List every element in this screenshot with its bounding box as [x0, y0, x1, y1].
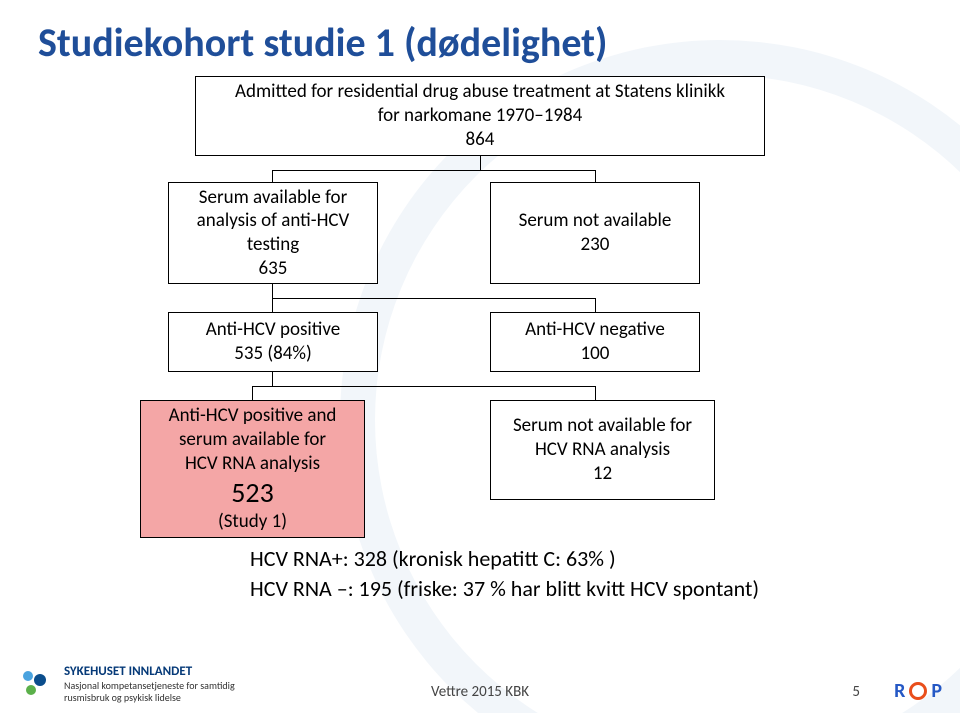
box-pos_and_serum: Anti-HCV positive andserum available for… [140, 400, 365, 538]
connector-11 [595, 386, 596, 400]
box-pos_and_serum-line: HCV RNA analysis [185, 452, 320, 476]
box-serum_not: Serum not available230 [490, 182, 700, 284]
connector-10 [252, 386, 253, 400]
box-root: Admitted for residential drug abuse trea… [195, 76, 765, 156]
box-serum_not-line: 230 [581, 233, 610, 257]
connector-3 [595, 170, 596, 182]
box-pos_and_serum-line: Anti-HCV positive and [169, 404, 337, 428]
rop-p: P [931, 679, 942, 703]
box-serum_not_rna-line: HCV RNA analysis [535, 438, 670, 462]
box-serum_avail-line: 635 [259, 257, 288, 281]
box-serum_not_rna: Serum not available forHCV RNA analysis1… [490, 400, 715, 500]
box-serum_avail-line: analysis of anti-HCV [197, 209, 350, 233]
connector-4 [272, 284, 273, 298]
box-root-line: for narkomane 1970–1984 [378, 104, 583, 128]
box-root-line: Admitted for residential drug abuse trea… [235, 80, 725, 104]
box-serum_not_rna-line: Serum not available for [513, 414, 692, 438]
rop-o-icon [909, 682, 927, 700]
box-neg: Anti-HCV negative100 [490, 312, 700, 372]
box-neg-line: Anti-HCV negative [525, 318, 665, 342]
box-pos_and_serum-line: (Study 1) [218, 510, 287, 534]
result-line-2: HCV RNA –: 195 (friske: 37 % har blitt k… [250, 575, 759, 602]
box-root-line: 864 [466, 128, 495, 152]
box-pos_and_serum-line: serum available for [179, 428, 326, 452]
connector-5 [272, 298, 596, 299]
box-pos-line: 535 (84%) [234, 342, 312, 366]
page-number: 5 [852, 683, 860, 701]
box-pos_and_serum-line: 523 [231, 475, 274, 510]
connector-9 [252, 386, 596, 387]
box-pos: Anti-HCV positive535 (84%) [168, 312, 378, 372]
rop-r: R [894, 679, 905, 703]
result-line-1: HCV RNA+: 328 (kronisk hepatitt C: 63% ) [250, 545, 616, 572]
connector-8 [272, 372, 273, 386]
connector-2 [272, 170, 273, 182]
connector-0 [480, 156, 481, 170]
box-serum_avail-line: Serum available for [199, 186, 347, 210]
box-neg-line: 100 [581, 342, 610, 366]
org-title: SYKEHUSET INNLANDET [64, 665, 235, 680]
connector-6 [272, 298, 273, 312]
rop-logo: R P [894, 679, 942, 703]
box-pos-line: Anti-HCV positive [206, 318, 340, 342]
box-serum_not-line: Serum not available [519, 209, 672, 233]
box-serum_avail-line: testing [247, 233, 299, 257]
connector-1 [272, 170, 596, 171]
box-serum_not_rna-line: 12 [593, 462, 612, 486]
footer-center: Vettre 2015 KBK [0, 683, 960, 701]
box-serum_avail: Serum available foranalysis of anti-HCVt… [168, 182, 378, 284]
page-title: Studiekohort studie 1 (dødelighet) [38, 18, 608, 67]
connector-7 [595, 298, 596, 312]
